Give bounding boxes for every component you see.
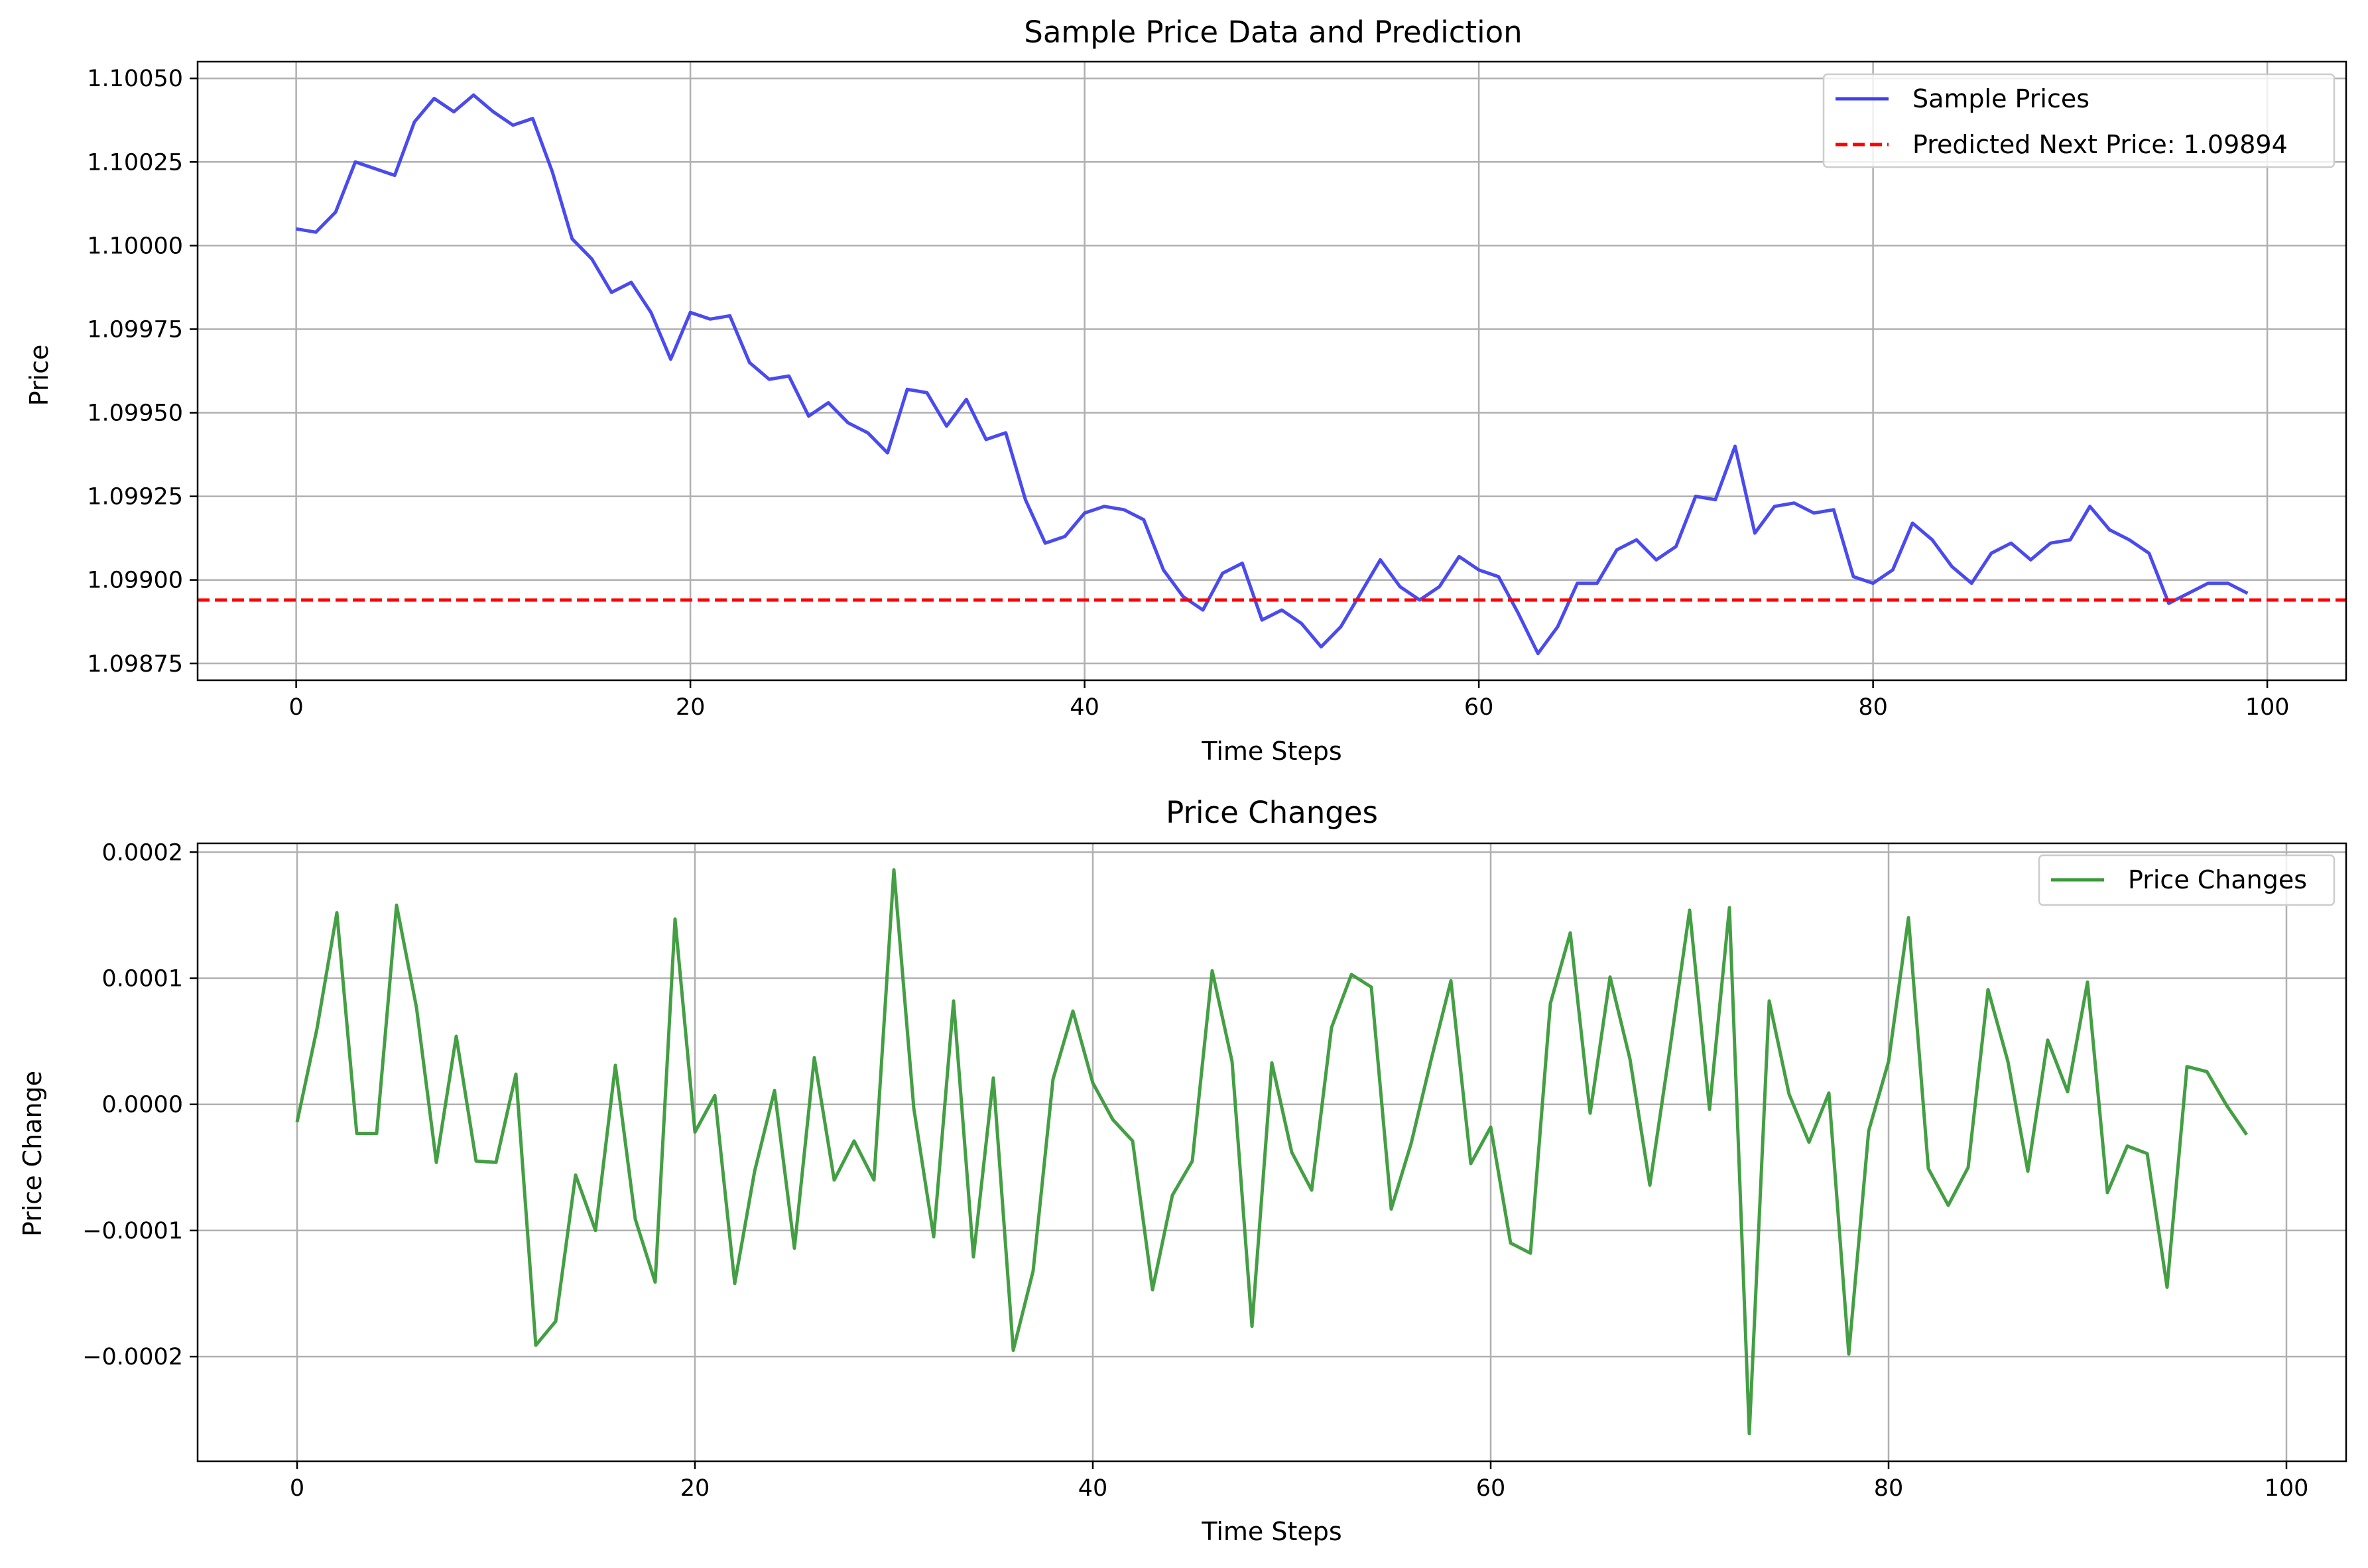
x-tick-label: 20 — [676, 694, 706, 721]
x-tick-label: 100 — [2245, 694, 2290, 721]
y-tick-label: 1.09950 — [87, 400, 183, 427]
x-tick-label: 20 — [680, 1475, 710, 1502]
y-tick-label: 1.09900 — [87, 568, 183, 594]
x-tick-label: 0 — [290, 1475, 304, 1502]
axis-ticks: 0 20 40 60 80 100 −0.0002 −0.0001 0.0000 0.0001 0.… — [82, 839, 2308, 1502]
y-axis-label: Price Change — [18, 1071, 47, 1236]
legend-box — [2038, 854, 2336, 906]
x-tick-label: 80 — [1858, 694, 1888, 721]
y-tick-label: 1.10050 — [87, 66, 183, 92]
legend-box — [1822, 73, 2336, 168]
grid-lines — [198, 62, 2346, 680]
axis-ticks: 0 20 40 60 80 100 1.09875 1.09900 1.09925 1.09950… — [87, 66, 2289, 721]
legend-label-predicted-price: Predicted Next Price: 1.09894 — [1912, 130, 2288, 159]
y-tick-label: 0.0002 — [102, 839, 183, 866]
chart-title: Sample Price Data and Prediction — [1024, 15, 1522, 50]
legend: Price Changes — [2038, 854, 2336, 906]
x-tick-label: 80 — [1874, 1475, 1904, 1502]
y-tick-label: 1.10025 — [87, 149, 183, 176]
x-tick-label: 100 — [2265, 1475, 2309, 1502]
chart-title: Price Changes — [1166, 795, 1378, 830]
price-changes-chart: Price Changes 0 20 40 60 80 100 −0.0002 −0.0001… — [18, 795, 2347, 1546]
y-tick-label: −0.0001 — [82, 1218, 183, 1244]
x-tick-label: 40 — [1078, 1475, 1108, 1502]
legend-label-price-changes: Price Changes — [2128, 865, 2307, 894]
series-line — [296, 93, 2249, 656]
series-line — [295, 868, 2249, 1435]
x-axis-label: Time Steps — [1201, 737, 1341, 766]
grid-lines — [198, 843, 2346, 1461]
y-tick-label: 0.0001 — [102, 966, 183, 993]
legend-label-sample-prices: Sample Prices — [1912, 84, 2089, 113]
y-tick-label: 1.09925 — [87, 484, 183, 511]
y-axis-label: Price — [25, 345, 54, 406]
x-tick-label: 60 — [1476, 1475, 1506, 1502]
plot-frame — [196, 60, 2347, 682]
y-tick-label: 0.0000 — [102, 1092, 183, 1118]
x-axis-label: Time Steps — [1201, 1517, 1341, 1546]
price-chart: Sample Price Data and Prediction 0 20 40 60… — [25, 15, 2347, 766]
x-tick-label: 0 — [288, 694, 303, 721]
x-tick-label: 40 — [1070, 694, 1099, 721]
x-tick-label: 60 — [1464, 694, 1494, 721]
series-lines — [198, 93, 2346, 656]
y-tick-label: 1.09975 — [87, 316, 183, 343]
y-tick-label: 1.09875 — [87, 651, 183, 678]
legend: Sample Prices Predicted Next Price: 1.09… — [1822, 73, 2336, 168]
y-tick-label: −0.0002 — [82, 1344, 183, 1370]
y-tick-label: 1.10000 — [87, 233, 183, 259]
series-lines — [295, 868, 2249, 1435]
plot-frame — [196, 842, 2347, 1463]
